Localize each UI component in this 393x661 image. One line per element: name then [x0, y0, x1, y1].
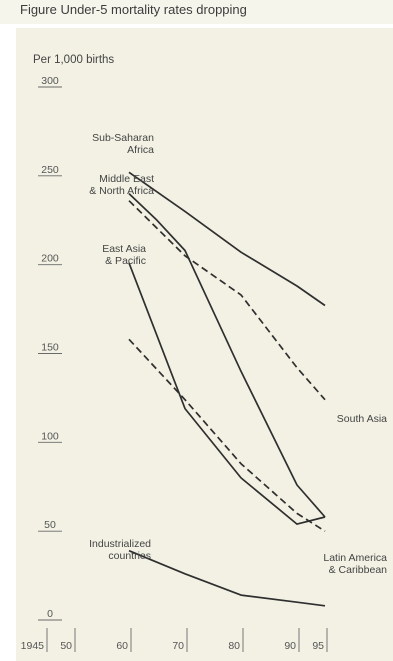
figure-caption: Figure Under-5 mortality rates dropping	[20, 2, 247, 17]
x-tick-label: 50	[60, 640, 72, 652]
y-tick-label: 100	[41, 430, 59, 442]
x-axis: 1945 50 60 70 80 90 95	[21, 628, 328, 652]
series-lines	[128, 171, 326, 607]
series-line-east-asia-and-pacific	[128, 262, 326, 525]
y-tick-label: 300	[41, 75, 59, 87]
series-label-latin-america-and-caribbean: Latin America	[323, 552, 387, 564]
series-label-middle-east-and-north-africa: Middle East	[99, 173, 154, 185]
series-label-south-asia: South Asia	[337, 413, 387, 425]
x-tick-label: 90	[284, 640, 296, 652]
series-line-industrialized-countries	[128, 549, 326, 607]
series-label-industrialized-countries: Industrialized	[89, 538, 151, 550]
series-line-middle-east-and-north-africa	[128, 192, 326, 518]
x-tick-label: 60	[116, 640, 128, 652]
series-label-middle-east-and-north-africa: & North Africa	[89, 185, 154, 197]
series-label-sub-saharan-africa: Sub-Saharan	[92, 132, 154, 144]
x-tick-label: 80	[228, 640, 240, 652]
x-tick-label: 70	[172, 640, 184, 652]
x-tick-label: 1945	[21, 640, 45, 652]
series-line-latin-america-and-caribbean	[128, 338, 326, 532]
series-label-east-asia-and-pacific: East Asia	[102, 243, 146, 255]
y-axis: 0 50 100 150 200 250 300	[38, 75, 62, 621]
series-label-sub-saharan-africa: Africa	[127, 144, 154, 156]
y-tick-label: 200	[41, 253, 59, 265]
chart-panel	[16, 28, 393, 661]
y-axis-title: Per 1,000 births	[33, 54, 114, 66]
series-line-sub-saharan-africa	[128, 171, 326, 307]
series-label-industrialized-countries: countries	[108, 550, 151, 562]
series-line-south-asia	[128, 200, 326, 401]
x-tick-label: 95	[312, 640, 324, 652]
caption-strip	[0, 0, 393, 24]
series-label-latin-america-and-caribbean: & Caribbean	[329, 564, 388, 576]
y-tick-label: 150	[41, 342, 59, 354]
y-tick-label: 50	[44, 519, 56, 531]
series-label-east-asia-and-pacific: & Pacific	[105, 255, 146, 267]
y-tick-label: 250	[41, 164, 59, 176]
y-tick-label: 0	[47, 608, 53, 620]
